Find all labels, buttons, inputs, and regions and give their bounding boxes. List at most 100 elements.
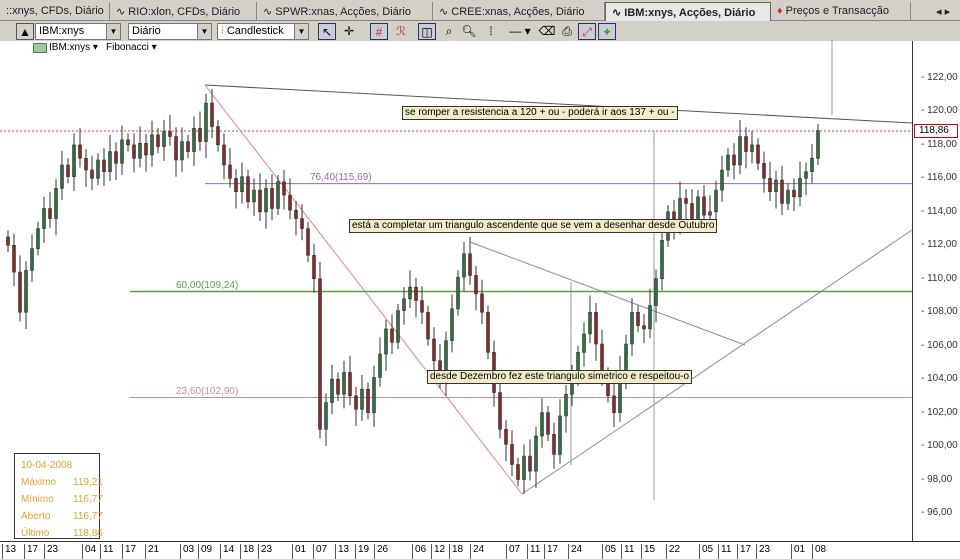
candle-body[interactable] <box>6 236 10 246</box>
candle-body[interactable] <box>792 189 796 198</box>
candle-body[interactable] <box>762 163 766 179</box>
candle-body[interactable] <box>66 164 70 177</box>
candle-body[interactable] <box>540 412 544 437</box>
candle-body[interactable] <box>282 181 286 196</box>
legend-fibonacci[interactable]: Fibonacci ▾ <box>106 42 157 53</box>
candle-body[interactable] <box>738 136 742 166</box>
candle-body[interactable] <box>450 308 454 341</box>
candle-body[interactable] <box>138 142 142 159</box>
candle-body[interactable] <box>24 270 28 313</box>
candle-body[interactable] <box>90 169 94 179</box>
candle-body[interactable] <box>318 278 322 430</box>
annotation-ascending-triangle[interactable]: está a completar um triangulo ascendente… <box>349 219 718 233</box>
candle-body[interactable] <box>114 151 118 164</box>
resistance-trendline[interactable] <box>204 84 913 124</box>
candle-body[interactable] <box>714 189 718 213</box>
candle-body[interactable] <box>42 208 46 229</box>
tab-precos[interactable]: ♦ Preços e Transacção <box>771 2 911 21</box>
zoom-area-button[interactable]: ⌕ <box>445 24 453 38</box>
candle-body[interactable] <box>30 248 34 271</box>
candle-body[interactable] <box>102 159 106 172</box>
line-tool-button[interactable]: — ▾ <box>509 24 531 38</box>
candle-body[interactable] <box>108 151 112 172</box>
candle-body[interactable] <box>48 208 52 219</box>
candle-body[interactable] <box>228 164 232 179</box>
candle-body[interactable] <box>270 188 274 209</box>
candle-body[interactable] <box>372 377 376 413</box>
candle-body[interactable] <box>162 131 166 147</box>
candle-body[interactable] <box>690 203 694 219</box>
price-axis[interactable]: - 122,00 - 120,00 - 118,00 - 116,00 - 114,00… <box>912 41 960 541</box>
candle-body[interactable] <box>306 228 310 256</box>
candle-body[interactable] <box>120 139 124 164</box>
support-trendline[interactable] <box>521 229 913 495</box>
candle-body[interactable] <box>630 311 634 345</box>
collapse-up-button[interactable]: ▲ <box>16 23 34 40</box>
candle-body[interactable] <box>528 455 532 472</box>
candle-body[interactable] <box>210 102 214 127</box>
eraser-button[interactable]: ⌫ <box>538 24 556 38</box>
candle-body[interactable] <box>276 181 280 209</box>
candle-body[interactable] <box>564 393 568 417</box>
candle-body[interactable] <box>420 300 424 313</box>
candle-body[interactable] <box>510 444 514 465</box>
candle-body[interactable] <box>216 126 220 146</box>
candle-body[interactable] <box>798 178 802 198</box>
candle-body[interactable] <box>744 136 748 152</box>
candle-body[interactable] <box>408 286 412 300</box>
candle-body[interactable] <box>360 388 364 410</box>
candle-body[interactable] <box>180 141 184 161</box>
candle-body[interactable] <box>726 154 730 171</box>
candle-body[interactable] <box>330 378 334 403</box>
candle-body[interactable] <box>234 178 238 193</box>
candle-body[interactable] <box>342 372 346 395</box>
candle-body[interactable] <box>60 164 64 189</box>
candle-body[interactable] <box>750 144 754 152</box>
candle-body[interactable] <box>816 130 820 159</box>
candle-body[interactable] <box>324 402 328 430</box>
crosshair-tool-button[interactable]: ✛ <box>343 24 355 38</box>
candle-body[interactable] <box>504 429 508 445</box>
candle-body[interactable] <box>432 338 436 361</box>
tab-scroll-arrows[interactable]: ◂ ▸ <box>936 6 951 18</box>
candle-body[interactable] <box>252 189 256 203</box>
candle-body[interactable] <box>546 412 550 435</box>
tab-cree[interactable]: ∿ CREE:xnas, Acções, Diário <box>433 2 605 21</box>
candle-body[interactable] <box>168 131 172 137</box>
indicator-tool-button[interactable]: ℛ <box>396 24 406 38</box>
annotation-resistance[interactable]: se romper a resistencia a 120 + ou - pod… <box>402 106 678 120</box>
candle-body[interactable] <box>612 395 616 413</box>
candle-body[interactable] <box>264 188 268 213</box>
candle-body[interactable] <box>558 415 562 455</box>
candle-body[interactable] <box>144 142 148 156</box>
candle-body[interactable] <box>72 144 76 177</box>
candle-body[interactable] <box>186 141 190 152</box>
pointer-tool-button[interactable]: ↖ <box>318 23 336 40</box>
panel-tool-button[interactable]: ◫ <box>418 23 436 40</box>
candle-body[interactable] <box>222 144 226 166</box>
candle-body[interactable] <box>336 378 340 395</box>
candle-body[interactable] <box>312 255 316 280</box>
tab-xnys-cfds[interactable]: ::xnys, CFDs, Diário <box>0 2 110 21</box>
candle-body[interactable] <box>414 286 418 301</box>
candle-body[interactable] <box>84 158 88 171</box>
candle-body[interactable] <box>474 275 478 295</box>
print-button[interactable]: ⎙ <box>562 24 572 38</box>
candle-body[interactable] <box>396 310 400 343</box>
candle-body[interactable] <box>486 311 490 353</box>
candle-body[interactable] <box>192 127 196 152</box>
candle-body[interactable] <box>786 189 790 204</box>
candle-body[interactable] <box>696 196 700 219</box>
candle-body[interactable] <box>132 144 136 159</box>
candle-body[interactable] <box>174 136 178 161</box>
candle-body[interactable] <box>810 158 814 172</box>
candle-body[interactable] <box>300 218 304 229</box>
bars-tool-button[interactable]: ⁞ <box>489 24 493 38</box>
candle-body[interactable] <box>156 134 160 147</box>
candle-body[interactable] <box>288 194 292 211</box>
tab-rio[interactable]: ∿ RIO:xlon, CFDs, Diário <box>110 2 257 21</box>
candle-body[interactable] <box>456 276 460 310</box>
candle-body[interactable] <box>804 171 808 179</box>
candle-body[interactable] <box>366 388 370 413</box>
